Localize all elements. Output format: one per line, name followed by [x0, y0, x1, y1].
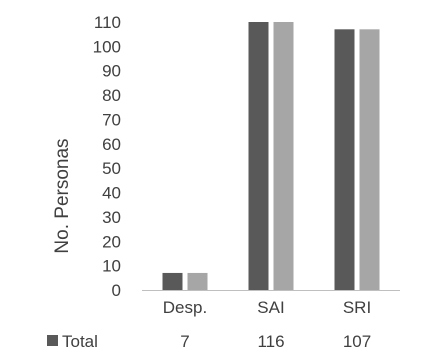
- x-category-label: SRI: [343, 298, 371, 317]
- data-table-row-label: Total: [62, 332, 98, 351]
- y-tick-label: 20: [102, 232, 121, 251]
- y-tick-label: 100: [93, 37, 121, 56]
- bar-desp-series-1: [162, 272, 183, 290]
- data-table-value: 7: [180, 332, 189, 351]
- data-table: Total 7 116 107: [47, 332, 371, 351]
- y-tick-label: 0: [112, 281, 121, 300]
- bar-desp-series-2: [187, 272, 208, 290]
- y-axis-label: No. Personas: [52, 138, 73, 253]
- bar-sai-series-1: [248, 22, 269, 290]
- y-tick-label: 30: [102, 208, 121, 227]
- x-category-label: SAI: [257, 298, 284, 317]
- x-axis-categories: Desp. SAI SRI: [163, 298, 371, 317]
- y-axis-ticks: 0 10 20 30 40 50 60 70 80 90 100 110: [93, 13, 121, 300]
- data-table-value: 116: [257, 332, 284, 351]
- y-tick-label: 10: [102, 257, 121, 276]
- bar-sai-series-2: [273, 22, 294, 290]
- y-tick-label: 110: [94, 13, 121, 32]
- data-table-value: 107: [343, 332, 371, 351]
- bar-sri-series-1: [334, 29, 355, 291]
- x-category-label: Desp.: [163, 298, 207, 317]
- y-tick-label: 80: [102, 86, 121, 105]
- y-tick-label: 60: [102, 135, 121, 154]
- y-tick-label: 50: [102, 159, 121, 178]
- y-tick-label: 90: [102, 62, 121, 81]
- bar-sri-series-2: [359, 29, 380, 291]
- y-tick-label: 40: [102, 184, 121, 203]
- legend-key-total: [47, 335, 58, 346]
- y-tick-label: 70: [102, 110, 121, 129]
- bars: [162, 22, 380, 291]
